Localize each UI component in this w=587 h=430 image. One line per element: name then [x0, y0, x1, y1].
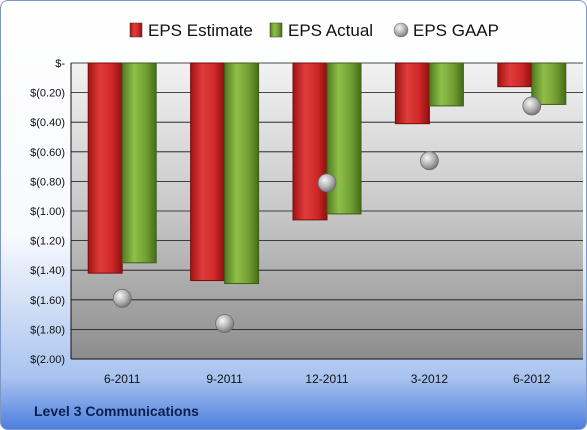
bar-eps-actual: [326, 62, 362, 215]
x-tick-label: 6-2011: [104, 372, 141, 386]
y-tick-label: $(1.80): [30, 324, 65, 336]
y-tick-label: $-: [55, 58, 65, 70]
company-name: Level 3 Communications: [34, 403, 199, 419]
point-eps-gaap: [317, 173, 337, 193]
point-eps-gaap: [419, 151, 439, 171]
point-eps-gaap: [215, 314, 235, 333]
y-tick-label: $(1.60): [30, 295, 65, 307]
y-tick-label: $(1.40): [30, 265, 65, 277]
legend-label-eps-actual: EPS Actual: [288, 21, 373, 40]
bar-eps-actual: [531, 62, 567, 105]
y-tick-label: $(0.20): [30, 88, 65, 100]
y-tick-label: $(2.00): [30, 354, 65, 366]
y-tick-label: $(1.20): [30, 236, 65, 248]
legend-label-eps-estimate: EPS Estimate: [148, 21, 253, 40]
bar-eps-estimate: [497, 62, 533, 88]
bar-eps-actual: [224, 62, 260, 285]
point-eps-gaap: [112, 288, 132, 308]
legend-swatch-eps-gaap: [393, 22, 409, 38]
bar-eps-estimate: [190, 62, 226, 282]
x-tick-label: 6-2012: [513, 372, 551, 386]
x-tick-label: 3-2012: [411, 372, 449, 386]
legend-swatch-eps-estimate: [129, 22, 143, 38]
y-tick-label: $(0.80): [30, 176, 65, 188]
y-tick-label: $(0.60): [30, 147, 65, 159]
bar-eps-estimate: [87, 62, 123, 274]
bar-eps-estimate: [292, 62, 328, 221]
legend-label-eps-gaap: EPS GAAP: [413, 21, 499, 40]
legend-swatch-eps-actual: [269, 22, 283, 38]
x-tick-label: 9-2011: [206, 372, 243, 386]
bar-eps-estimate: [394, 62, 430, 125]
x-tick-label: 12-2011: [305, 372, 348, 386]
y-tick-label: $(0.40): [30, 117, 65, 129]
y-tick-label: $(1.00): [30, 206, 65, 218]
point-eps-gaap: [522, 96, 542, 116]
bar-eps-actual: [121, 62, 157, 264]
bar-eps-actual: [428, 62, 464, 107]
